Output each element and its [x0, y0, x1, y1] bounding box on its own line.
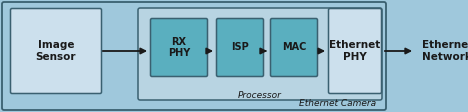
FancyBboxPatch shape: [329, 9, 381, 94]
Text: Image
Sensor: Image Sensor: [36, 40, 76, 62]
Text: Ethernet
PHY: Ethernet PHY: [329, 40, 380, 62]
FancyBboxPatch shape: [2, 2, 386, 110]
Text: ISP: ISP: [231, 42, 249, 53]
FancyBboxPatch shape: [10, 9, 102, 94]
Text: MAC: MAC: [282, 42, 306, 53]
Text: RX
PHY: RX PHY: [168, 37, 190, 58]
FancyBboxPatch shape: [138, 8, 382, 100]
Text: Ethernet
Network: Ethernet Network: [422, 40, 468, 62]
FancyBboxPatch shape: [217, 18, 263, 76]
Text: Processor: Processor: [238, 92, 282, 100]
FancyBboxPatch shape: [271, 18, 317, 76]
Text: Ethernet Camera: Ethernet Camera: [299, 99, 376, 109]
FancyBboxPatch shape: [151, 18, 207, 76]
